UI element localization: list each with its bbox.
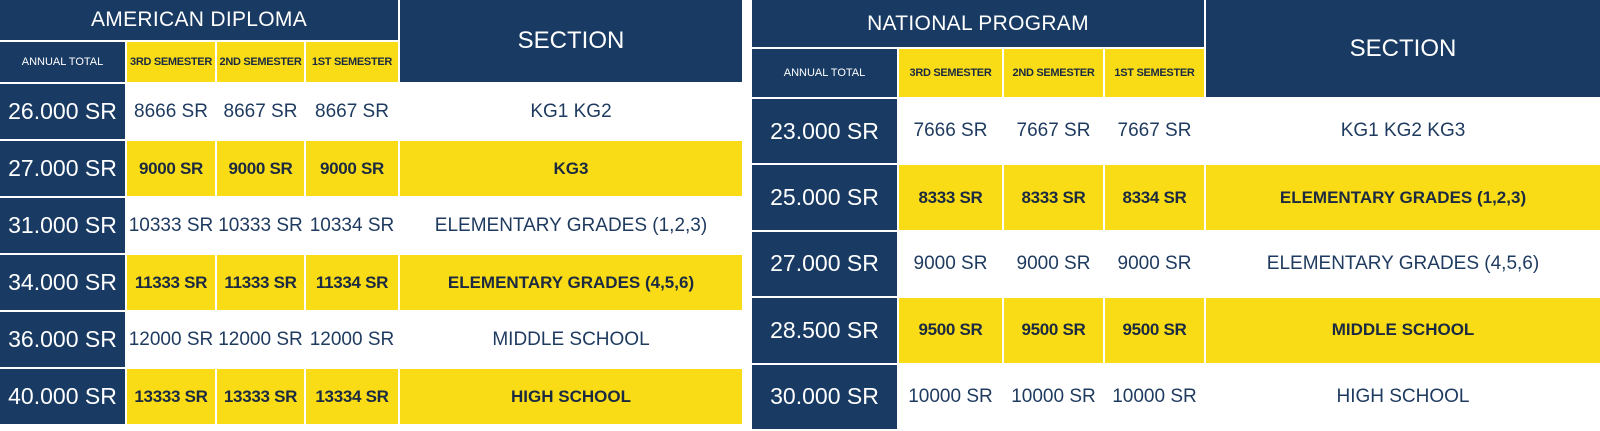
american-total-cell: 26.000 SR — [0, 84, 125, 139]
american-sem2-cell: 12000 SR — [217, 312, 304, 367]
national-total-cell: 27.000 SR — [752, 231, 897, 297]
american-sem3-cell: 11333 SR — [127, 255, 215, 310]
national-section-cell: ELEMENTARY GRADES (1,2,3) — [1206, 165, 1600, 230]
american-total-cell: 36.000 SR — [0, 312, 125, 367]
national-annual-total-header: ANNUAL TOTAL — [752, 49, 897, 97]
national-section-cell: MIDDLE SCHOOL — [1206, 298, 1600, 363]
american-section-cell: ELEMENTARY GRADES (4,5,6) — [400, 255, 742, 310]
national-sem3-cell: 7666 SR — [899, 99, 1002, 164]
american-annual-total-header: ANNUAL TOTAL — [0, 42, 125, 82]
american-section-cell: KG1 KG2 — [400, 84, 742, 139]
national-3rd-semester-header: 3RD SEMESTER — [899, 49, 1002, 97]
american-sem1-cell: 9000 SR — [306, 141, 398, 196]
american-sem1-cell: 12000 SR — [306, 312, 398, 367]
american-sem1-cell: 10334 SR — [306, 198, 398, 253]
american-sem2-cell: 8667 SR — [217, 84, 304, 139]
national-total-cell: 23.000 SR — [752, 99, 897, 164]
national-section-cell: ELEMENTARY GRADES (4,5,6) — [1206, 231, 1600, 297]
national-total-cell: 30.000 SR — [752, 364, 897, 429]
american-sem2-cell: 13333 SR — [217, 369, 304, 424]
national-sem2-cell: 9000 SR — [1004, 231, 1103, 297]
national-sem2-cell: 7667 SR — [1004, 99, 1103, 164]
american-sem3-cell: 13333 SR — [127, 369, 215, 424]
american-total-cell: 31.000 SR — [0, 198, 125, 253]
national-sem1-cell: 9000 SR — [1105, 231, 1204, 297]
national-total-cell: 28.500 SR — [752, 298, 897, 363]
american-sem3-cell: 12000 SR — [127, 312, 215, 367]
american-section-cell: HIGH SCHOOL — [400, 369, 742, 424]
national-sem1-cell: 9500 SR — [1105, 298, 1204, 363]
national-sem2-cell: 8333 SR — [1004, 165, 1103, 230]
national-program-title: NATIONAL PROGRAM — [752, 0, 1204, 47]
national-sem3-cell: 10000 SR — [899, 364, 1002, 429]
american-sem3-cell: 10333 SR — [127, 198, 215, 253]
national-sem2-cell: 9500 SR — [1004, 298, 1103, 363]
american-sem2-cell: 11333 SR — [217, 255, 304, 310]
american-section-cell: ELEMENTARY GRADES (1,2,3) — [400, 198, 742, 253]
american-sem1-cell: 13334 SR — [306, 369, 398, 424]
national-sem1-cell: 7667 SR — [1105, 99, 1204, 164]
american-sem2-cell: 10333 SR — [217, 198, 304, 253]
american-total-cell: 34.000 SR — [0, 255, 125, 310]
american-sem2-cell: 9000 SR — [217, 141, 304, 196]
national-2nd-semester-header: 2ND SEMESTER — [1004, 49, 1103, 97]
american-diploma-title: AMERICAN DIPLOMA — [0, 0, 398, 40]
national-sem2-cell: 10000 SR — [1004, 364, 1103, 429]
national-section-cell: KG1 KG2 KG3 — [1206, 99, 1600, 164]
national-total-cell: 25.000 SR — [752, 165, 897, 230]
american-sem3-cell: 9000 SR — [127, 141, 215, 196]
national-sem3-cell: 9000 SR — [899, 231, 1002, 297]
american-sem3-cell: 8666 SR — [127, 84, 215, 139]
american-sem1-cell: 11334 SR — [306, 255, 398, 310]
national-sem3-cell: 9500 SR — [899, 298, 1002, 363]
american-2nd-semester-header: 2ND SEMESTER — [217, 42, 304, 82]
national-sem3-cell: 8333 SR — [899, 165, 1002, 230]
american-section-header: SECTION — [400, 0, 742, 82]
national-section-header: SECTION — [1206, 0, 1600, 97]
american-section-cell: KG3 — [400, 141, 742, 196]
national-1st-semester-header: 1ST SEMESTER — [1105, 49, 1204, 97]
national-sem1-cell: 8334 SR — [1105, 165, 1204, 230]
american-section-cell: MIDDLE SCHOOL — [400, 312, 742, 367]
american-1st-semester-header: 1ST SEMESTER — [306, 42, 398, 82]
american-total-cell: 40.000 SR — [0, 369, 125, 424]
national-section-cell: HIGH SCHOOL — [1206, 364, 1600, 429]
national-sem1-cell: 10000 SR — [1105, 364, 1204, 429]
american-sem1-cell: 8667 SR — [306, 84, 398, 139]
american-3rd-semester-header: 3RD SEMESTER — [127, 42, 215, 82]
american-total-cell: 27.000 SR — [0, 141, 125, 196]
